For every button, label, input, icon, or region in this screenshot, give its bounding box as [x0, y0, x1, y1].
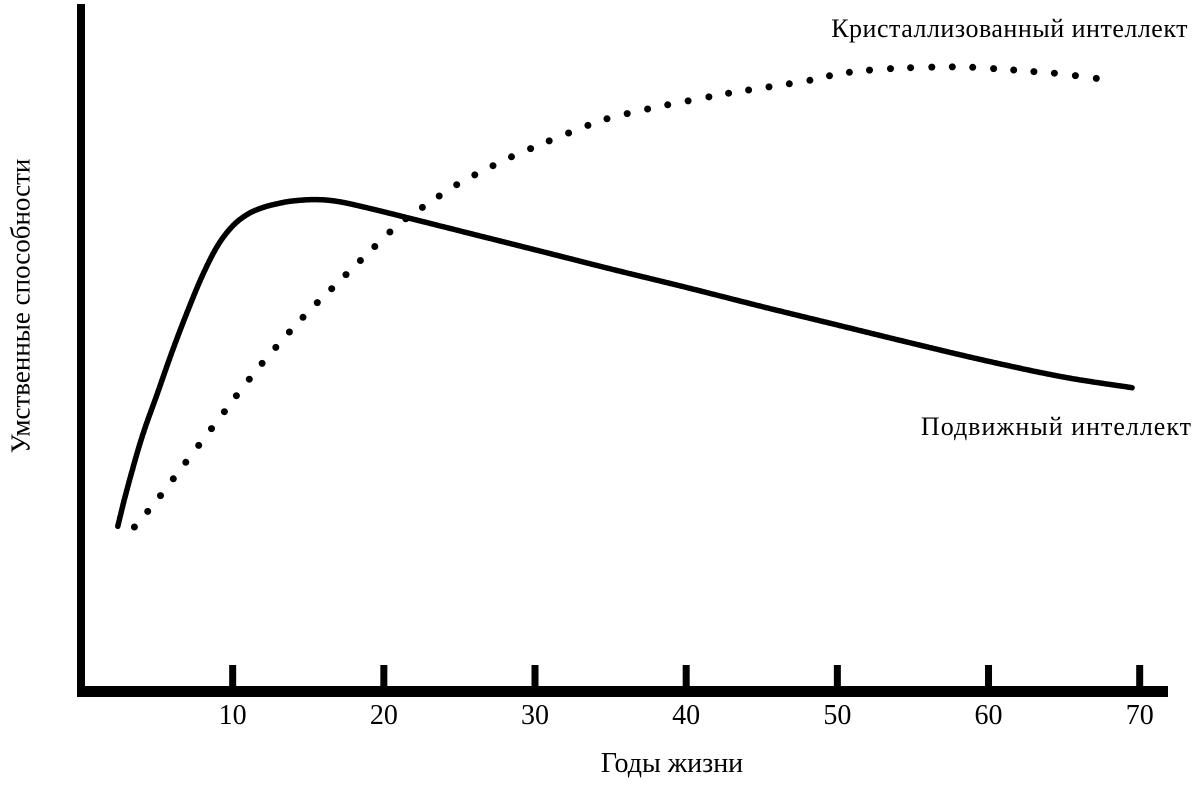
- dotted-series-dot: [1092, 74, 1100, 82]
- dotted-series-dot: [806, 76, 814, 84]
- dotted-series-dot: [208, 425, 215, 433]
- series-label-fluid-intelligence: Подвижный интеллект: [920, 412, 1192, 441]
- dotted-series-dot: [623, 110, 631, 118]
- dotted-series-dot: [907, 64, 915, 72]
- dotted-series-dot: [220, 408, 228, 416]
- dotted-series-dot: [1010, 66, 1018, 74]
- x-tick-label: 30: [521, 700, 549, 731]
- x-axis-title: Годы жизни: [600, 748, 744, 779]
- dotted-series-dot: [157, 492, 164, 500]
- x-tick-label: 60: [974, 700, 1003, 731]
- dotted-series-dot: [785, 80, 793, 88]
- dotted-series-dot: [489, 162, 497, 170]
- dotted-series-dot: [285, 328, 293, 336]
- dotted-series-dot: [195, 441, 203, 449]
- dotted-series-dot: [584, 121, 592, 129]
- dotted-series-dot: [258, 359, 266, 367]
- dotted-series-dot: [418, 203, 426, 211]
- dotted-series-dot: [527, 145, 535, 153]
- dotted-series-dot: [866, 66, 873, 74]
- dotted-series-dot: [328, 285, 336, 293]
- x-tick-label: 10: [218, 700, 247, 731]
- dotted-series-dot: [371, 243, 379, 250]
- dotted-series-dot: [603, 115, 611, 123]
- dotted-series-dot: [1071, 72, 1079, 80]
- dotted-series-dot: [182, 458, 190, 466]
- dotted-series-dot: [969, 63, 977, 71]
- dotted-series-dot: [342, 271, 350, 279]
- dotted-series-dot: [1050, 69, 1058, 77]
- x-tick-label: 20: [369, 700, 398, 731]
- x-tick-label: 40: [672, 700, 701, 731]
- dotted-series-dot: [313, 299, 321, 307]
- dotted-series-dot: [508, 153, 515, 161]
- x-tick-label: 50: [823, 700, 852, 731]
- dotted-series-dot: [990, 65, 998, 73]
- dotted-series-dot: [845, 68, 853, 76]
- dotted-series-dot: [664, 101, 672, 109]
- dotted-series-dot: [386, 228, 394, 236]
- dotted-series-dot: [928, 63, 936, 71]
- dotted-series-dot: [725, 89, 733, 97]
- dotted-series-dot: [644, 105, 652, 113]
- dotted-series-dot: [684, 97, 692, 105]
- dotted-series-dot: [705, 93, 713, 101]
- dotted-series-dot: [745, 86, 753, 94]
- dotted-series-dot: [826, 72, 833, 80]
- dotted-series-dot: [948, 63, 956, 71]
- series-curve-crystallized: [130, 63, 1100, 531]
- dotted-series-dot: [1030, 68, 1038, 76]
- dotted-series-dot: [565, 129, 573, 137]
- dotted-series-dot: [130, 523, 138, 531]
- series-curve-fluid: [115, 196, 1135, 530]
- dotted-series-dot: [435, 192, 443, 200]
- dotted-series-dot: [144, 507, 152, 515]
- dotted-series-dot: [356, 257, 364, 264]
- dotted-series-dot: [453, 181, 461, 189]
- dotted-series-dot: [272, 343, 280, 351]
- x-tick-label: 70: [1125, 700, 1154, 731]
- dotted-series-dot: [169, 475, 177, 483]
- dotted-series-dot: [245, 375, 253, 383]
- dotted-series-dot: [232, 392, 240, 400]
- dotted-series-dot: [299, 313, 307, 321]
- y-axis-title: Умственные способности: [5, 158, 36, 454]
- dotted-series-dot: [765, 83, 773, 91]
- series-label-crystallized-intelligence: Кристаллизованный интеллект: [831, 14, 1188, 43]
- dotted-series-dot: [887, 65, 894, 73]
- dotted-series-dot: [545, 137, 553, 145]
- dotted-series-dot: [471, 171, 479, 179]
